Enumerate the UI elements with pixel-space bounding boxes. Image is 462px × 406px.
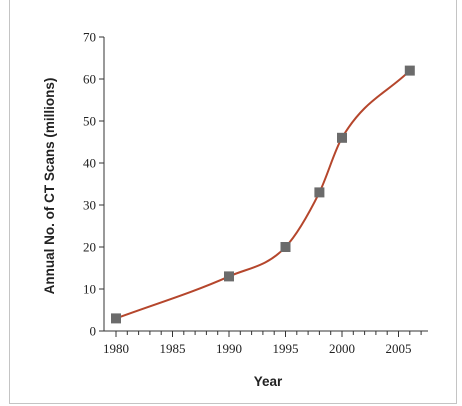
y-tick-label: 70: [83, 30, 96, 45]
chart-frame: [9, 0, 457, 404]
series-line: [115, 69, 411, 320]
data-point-marker: [224, 271, 234, 282]
y-tick-label: 60: [83, 72, 96, 87]
y-tick-label: 0: [90, 324, 97, 339]
data-markers: [111, 65, 415, 324]
data-point-marker: [314, 187, 325, 198]
y-tick-label: 30: [83, 198, 96, 213]
x-tick-label: 2000: [329, 341, 355, 356]
x-tick-label: 1980: [103, 341, 129, 356]
x-axis-title: Year: [254, 374, 283, 389]
data-point-marker: [337, 132, 347, 143]
y-tick-label: 10: [83, 282, 96, 297]
data-point-marker: [404, 65, 415, 76]
x-tick-label: 1995: [273, 341, 299, 356]
y-tick-label: 50: [83, 114, 96, 129]
y-tick-label: 40: [83, 156, 96, 171]
x-tick-label: 2005: [386, 341, 412, 356]
x-tick-label: 1990: [216, 341, 242, 356]
data-point-marker: [111, 313, 121, 324]
x-axis: 1980 1985 1990 1995 2000 2005: [103, 330, 428, 356]
data-point-marker: [280, 242, 291, 252]
y-axis: 0 10 20 30 40 50 60 70: [83, 30, 105, 339]
y-axis-title: Annual No. of CT Scans (millions): [42, 78, 57, 295]
x-tick-label: 1985: [160, 341, 186, 356]
y-tick-label: 20: [83, 240, 96, 255]
